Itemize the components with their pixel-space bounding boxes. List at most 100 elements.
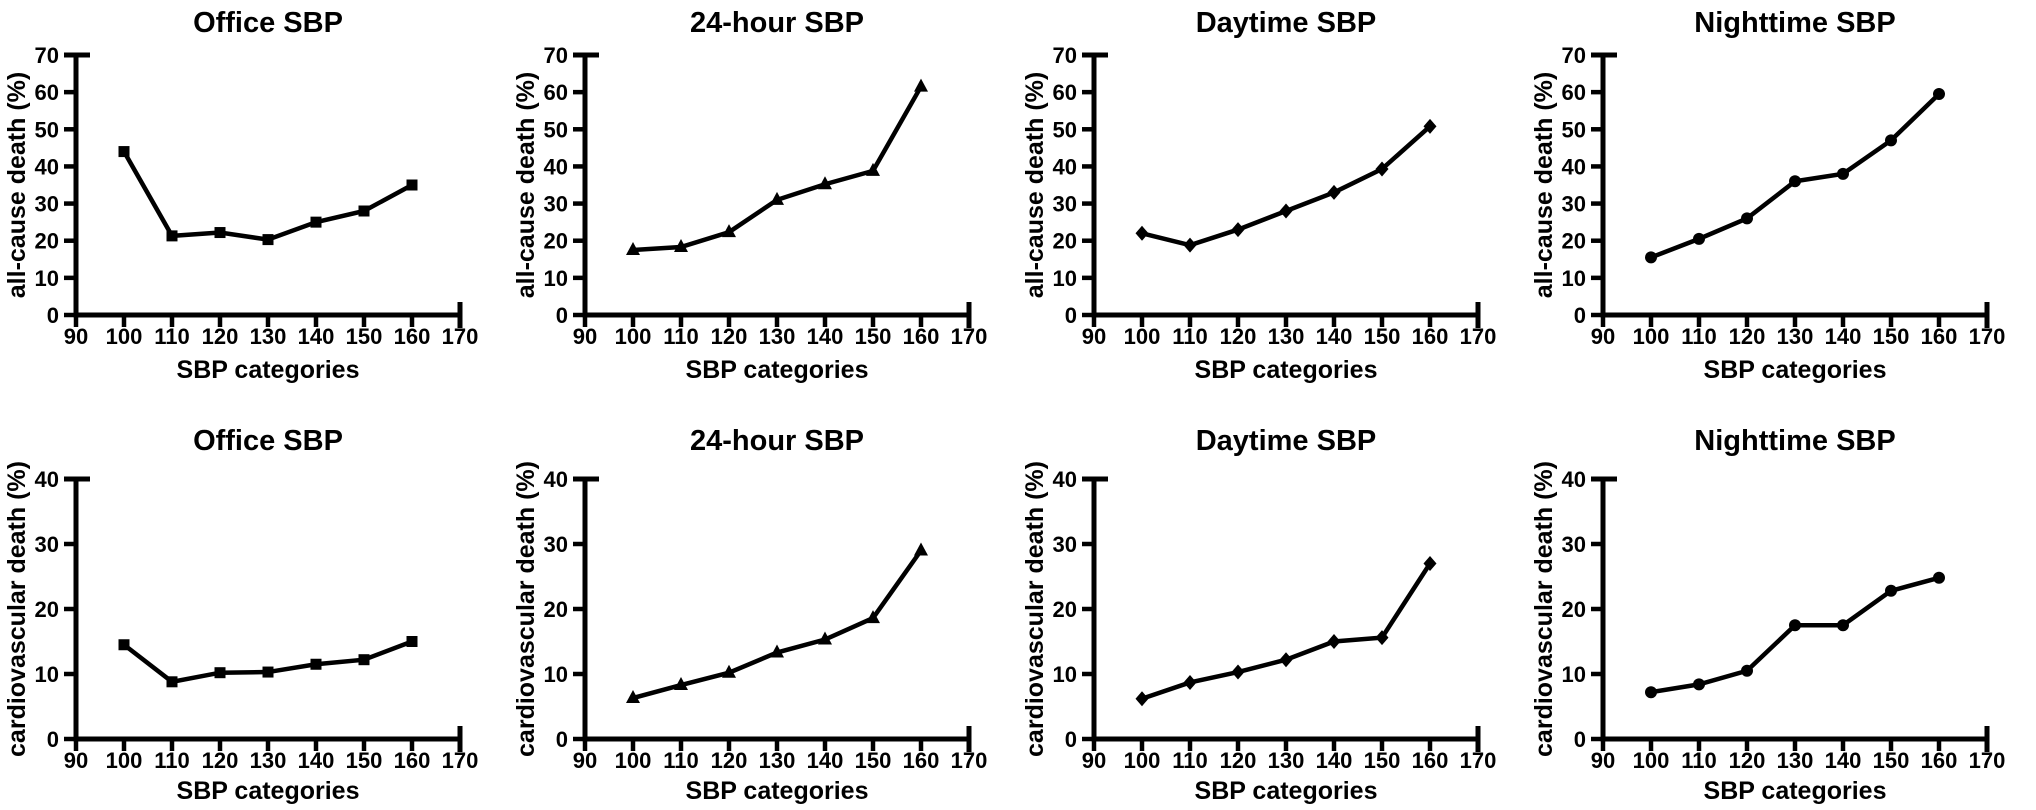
data-point-marker-triangle (674, 677, 688, 691)
x-tick-label: 130 (759, 324, 796, 349)
x-tick-label: 130 (759, 748, 796, 773)
data-point-marker-diamond (1135, 691, 1149, 707)
data-point-marker-square (214, 227, 226, 239)
x-tick-label: 160 (1921, 748, 1958, 773)
data-line (1141, 124, 1432, 248)
y-tick-label: 0 (1065, 727, 1077, 752)
y-tick-label: 60 (1053, 80, 1077, 105)
y-tick-label: 20 (544, 597, 568, 622)
y-tick-label: 20 (1562, 597, 1586, 622)
y-tick-label: 0 (1065, 303, 1077, 328)
data-point-marker-diamond (1423, 118, 1437, 134)
y-tick-label: 40 (1053, 467, 1077, 492)
x-tick-label: 160 (1412, 324, 1449, 349)
x-tick-label: 90 (1082, 748, 1106, 773)
y-tick-label: 0 (1574, 303, 1586, 328)
y-axis-label: all-cause death (%) (1530, 72, 1558, 298)
chart-canvas: 24-hour SBP all-cause death (%) SBP catego… (512, 7, 988, 384)
x-tick-label: 110 (154, 748, 190, 773)
x-tick-label: 90 (64, 324, 88, 349)
data-point-marker-triangle (770, 644, 784, 658)
chart-title: Office SBP (193, 425, 343, 457)
chart-canvas: Office SBP all-cause death (%) SBP categor… (3, 7, 478, 384)
data-point-marker-diamond (1279, 652, 1293, 668)
y-tick-label: 70 (1053, 43, 1077, 68)
x-tick-label: 150 (855, 748, 892, 773)
x-tick-label: 100 (106, 324, 143, 349)
data-point-marker-circle (1933, 571, 1945, 584)
y-tick-label: 60 (35, 80, 59, 105)
data-point-marker-square (310, 658, 322, 670)
x-tick-label: 150 (1873, 748, 1910, 773)
data-point-marker-diamond (1231, 222, 1245, 238)
y-tick-label: 20 (35, 229, 59, 254)
data-point-marker-diamond (1183, 237, 1197, 253)
data-point-marker-diamond (1135, 225, 1149, 241)
x-tick-label: 100 (1124, 748, 1161, 773)
subplot-cardiovascular-daytime-sbp: Daytime SBP cardiovascular death (%) SBP c… (1018, 405, 1527, 810)
x-tick-label: 170 (1969, 324, 2006, 349)
x-tick-label: 170 (951, 324, 988, 349)
x-tick-label: 140 (1316, 324, 1353, 349)
y-tick-label: 30 (35, 532, 59, 557)
x-tick-label: 120 (711, 324, 748, 349)
x-tick-label: 90 (1591, 324, 1615, 349)
y-tick-label: 50 (1562, 117, 1586, 142)
x-tick-label: 120 (1220, 748, 1257, 773)
data-point-marker-square (262, 666, 274, 678)
x-tick-label: 150 (855, 324, 892, 349)
data-point-marker-square (166, 230, 178, 242)
subplot-all-cause-daytime-sbp: Daytime SBP all-cause death (%) SBP catego… (1018, 0, 1527, 405)
x-tick-label: 110 (154, 324, 190, 349)
chart-title: Daytime SBP (1196, 7, 1377, 39)
y-tick-label: 40 (544, 467, 568, 492)
x-tick-label: 170 (1460, 324, 1497, 349)
y-tick-label: 40 (1562, 467, 1586, 492)
data-point-marker-circle (1885, 134, 1897, 147)
x-tick-label: 100 (615, 324, 652, 349)
y-tick-label: 40 (35, 154, 59, 179)
data-point-marker-circle (1693, 232, 1705, 245)
y-tick-label: 20 (544, 229, 568, 254)
y-tick-label: 30 (1562, 192, 1586, 217)
y-axis-label: all-cause death (%) (512, 72, 540, 298)
x-tick-label: 110 (1172, 748, 1208, 773)
data-point-marker-circle (1645, 686, 1657, 699)
x-tick-label: 90 (1591, 748, 1615, 773)
data-point-marker-circle (1741, 212, 1753, 225)
x-tick-label: 130 (1777, 748, 1814, 773)
chart-canvas: Nighttime SBP cardiovascular death (%) SBP… (1530, 425, 2005, 805)
x-tick-label: 140 (1316, 748, 1353, 773)
x-tick-label: 100 (1633, 324, 1670, 349)
y-axis-label: all-cause death (%) (3, 72, 31, 298)
chart-title: Nighttime SBP (1694, 425, 1895, 457)
chart-canvas: Office SBP cardiovascular death (%) SBP ca… (3, 425, 478, 805)
data-point-marker-square (358, 654, 370, 666)
x-tick-label: 110 (1681, 748, 1717, 773)
y-tick-label: 30 (1053, 192, 1077, 217)
chart-title: Daytime SBP (1196, 425, 1377, 457)
chart-canvas: Nighttime SBP all-cause death (%) SBP cate… (1530, 7, 2006, 384)
data-point-marker-triangle (674, 239, 688, 253)
y-tick-label: 10 (544, 662, 568, 687)
subplot-cardiovascular-office-sbp: Office SBP cardiovascular death (%) SBP ca… (0, 405, 509, 810)
x-tick-label: 120 (1729, 324, 1766, 349)
y-tick-label: 0 (1574, 727, 1586, 752)
x-tick-label: 150 (1873, 324, 1910, 349)
y-tick-label: 10 (1053, 266, 1077, 291)
y-tick-label: 70 (544, 43, 568, 68)
x-tick-label: 90 (1082, 324, 1106, 349)
x-tick-label: 120 (711, 748, 748, 773)
x-tick-label: 120 (1729, 748, 1766, 773)
y-tick-label: 40 (35, 467, 59, 492)
x-tick-label: 160 (394, 324, 431, 349)
x-tick-label: 90 (573, 324, 597, 349)
data-point-marker-diamond (1375, 161, 1389, 177)
data-point-marker-square (262, 234, 274, 246)
x-tick-label: 90 (573, 748, 597, 773)
data-line (632, 85, 923, 253)
x-tick-label: 150 (1364, 748, 1401, 773)
y-tick-label: 20 (1053, 229, 1077, 254)
x-axis-label: SBP categories (1195, 356, 1378, 384)
chart-canvas: Daytime SBP cardiovascular death (%) SBP c… (1021, 425, 1496, 805)
